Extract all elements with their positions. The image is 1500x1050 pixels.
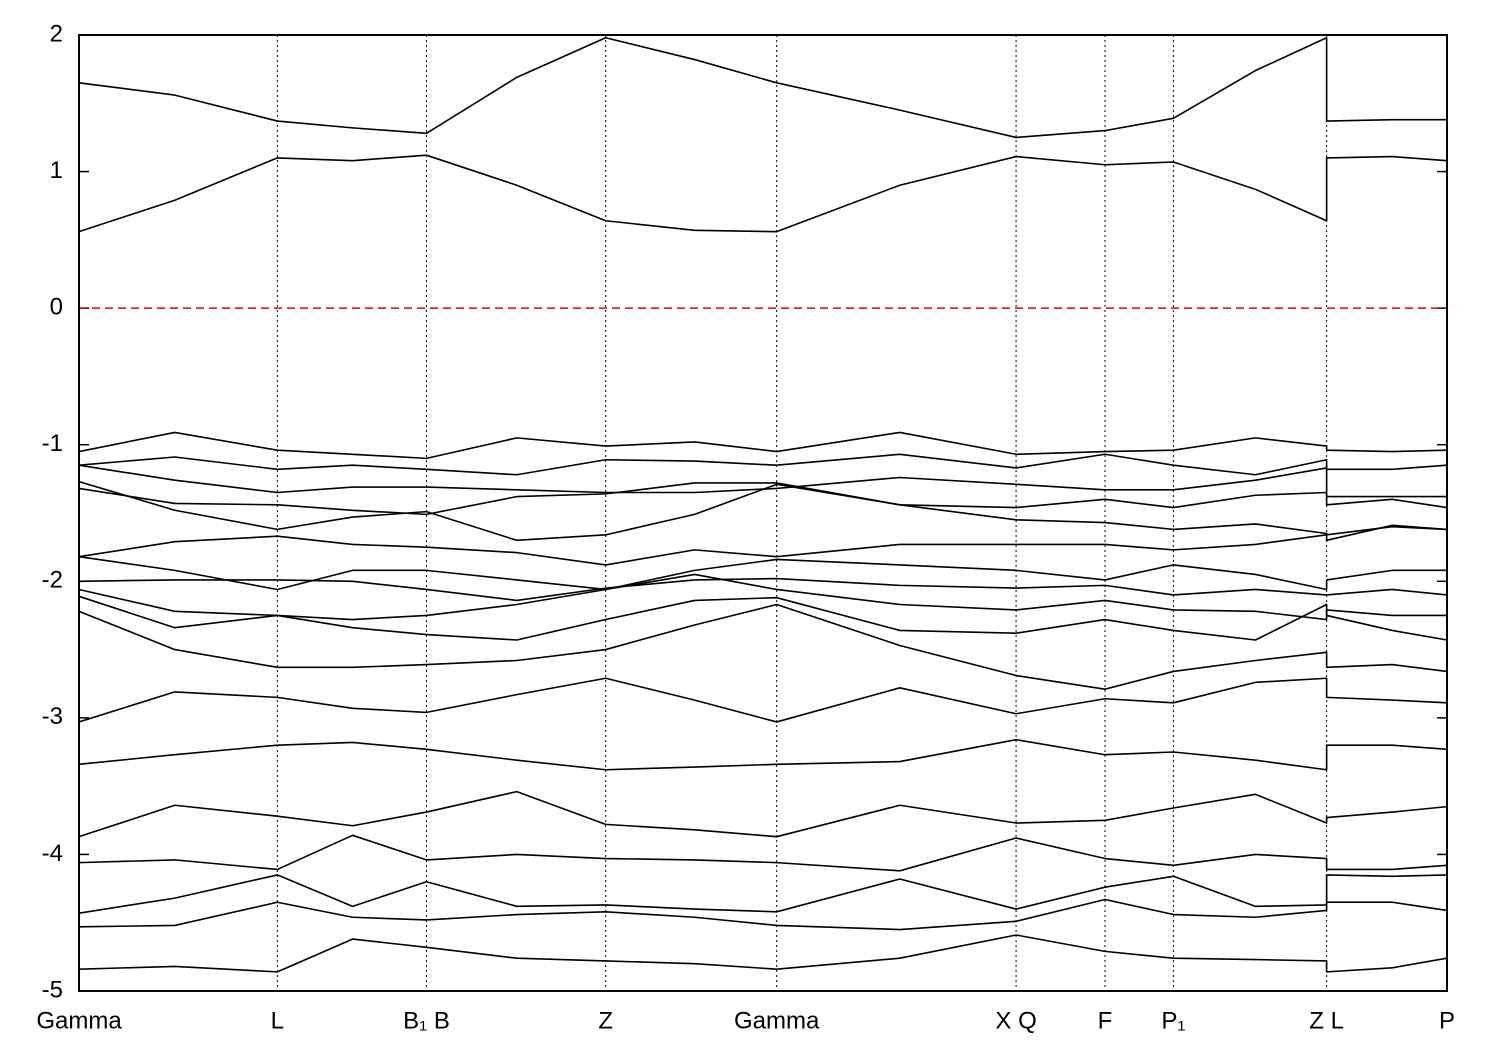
y-tick-label: -3 — [42, 703, 63, 730]
x-tick-label: X Q — [995, 1007, 1036, 1034]
band-line — [78, 677, 1448, 723]
y-tick-label: 0 — [50, 293, 63, 320]
plot-frame — [78, 34, 1448, 992]
band-line — [78, 577, 1448, 602]
band-line — [78, 36, 1447, 139]
x-tick-label: Gamma — [734, 1007, 820, 1034]
band-line — [78, 453, 1448, 476]
band-line — [78, 154, 1448, 233]
band-line — [78, 431, 1448, 460]
band-line — [78, 573, 1447, 621]
band-line — [78, 482, 1448, 536]
band-line — [78, 898, 1448, 931]
band-line — [78, 738, 1448, 771]
x-tick-label: Z L — [1309, 1007, 1344, 1034]
y-tick-label: 1 — [50, 157, 63, 184]
band-line — [78, 464, 1447, 498]
band-line — [78, 595, 1448, 641]
y-tick-label: -4 — [42, 840, 63, 867]
x-tick-label: L — [271, 1007, 284, 1034]
y-tick-label: -5 — [42, 976, 63, 1003]
x-tick-label: F — [1098, 1007, 1113, 1034]
y-tick-label: 2 — [50, 20, 63, 47]
band-line — [78, 524, 1448, 566]
band-line — [78, 834, 1448, 872]
y-tick-label: -2 — [42, 567, 63, 594]
band-line — [78, 790, 1448, 838]
y-tick-label: -1 — [42, 430, 63, 457]
x-tick-label: P — [1439, 1007, 1455, 1034]
x-tick-label: B₁ B — [403, 1007, 450, 1034]
x-tick-label: Gamma — [36, 1007, 122, 1034]
band-line — [78, 555, 1447, 591]
x-tick-label: Z — [598, 1007, 613, 1034]
band-line — [78, 603, 1448, 690]
x-tick-label: P₁ — [1161, 1007, 1185, 1034]
band-line — [78, 874, 1448, 914]
band-line — [78, 934, 1448, 973]
